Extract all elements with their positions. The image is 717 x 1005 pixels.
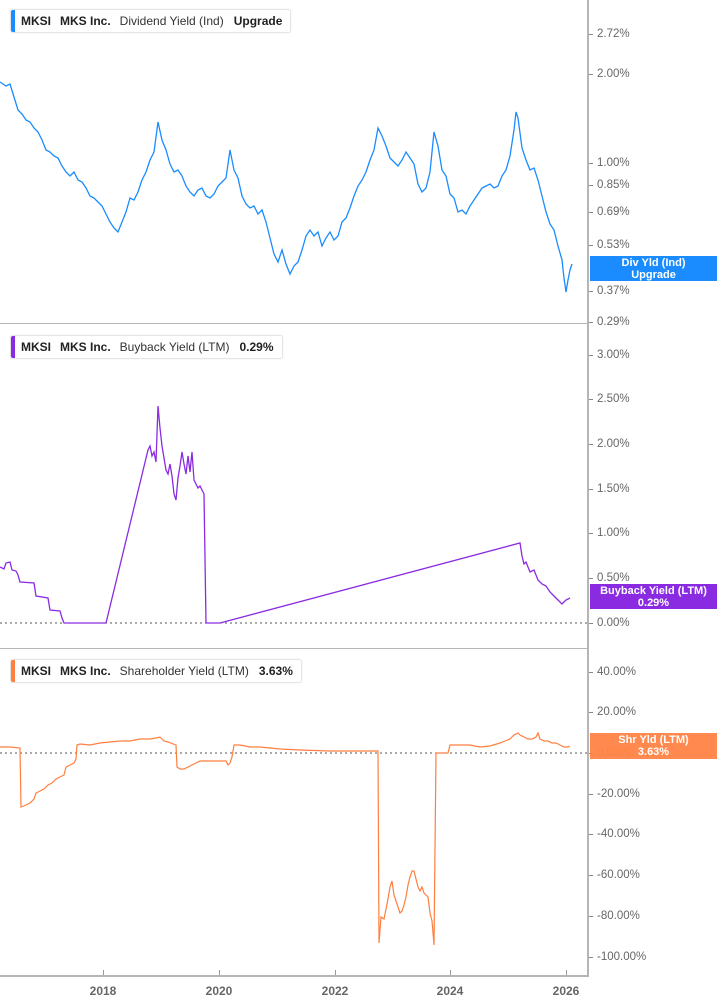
xtick-label: 2026: [552, 984, 580, 998]
legend-company: MKS Inc.: [60, 14, 111, 28]
ytick-label: -100.00%: [597, 951, 647, 963]
ytick-mark: [589, 957, 593, 958]
series-color-swatch: [11, 10, 15, 32]
series-color-swatch: [11, 336, 15, 358]
xtick-mark: [335, 970, 336, 975]
series-color-swatch: [11, 660, 15, 682]
ytick-label: -80.00%: [597, 910, 640, 922]
x-axis: [0, 975, 589, 977]
shareholder-yield-legend[interactable]: MKSI MKS Inc. Shareholder Yield (LTM) 3.…: [10, 659, 302, 683]
dividend-yield-line: [0, 81, 573, 293]
legend-ticker: MKSI: [21, 340, 51, 354]
ytick-label: 2.00%: [597, 68, 630, 80]
ytick-mark: [589, 623, 593, 624]
buyback-yield-current-tag: Buyback Yield (LTM) 0.29%: [590, 584, 717, 609]
buyback-yield-legend[interactable]: MKSI MKS Inc. Buyback Yield (LTM) 0.29%: [10, 335, 283, 359]
buyback-yield-plot-area[interactable]: [0, 324, 589, 649]
ytick-label: 0.37%: [597, 285, 630, 297]
ytick-mark: [589, 794, 593, 795]
ytick-mark: [589, 34, 593, 35]
ytick-label: 0.69%: [597, 206, 630, 218]
legend-ticker: MKSI: [21, 14, 51, 28]
xtick-mark: [450, 970, 451, 975]
ytick-mark: [589, 916, 593, 917]
ytick-label: 0.29%: [597, 316, 630, 328]
legend-value: 0.29%: [239, 340, 274, 354]
xtick-label: 2018: [89, 984, 117, 998]
ytick-mark: [589, 672, 593, 673]
ytick-mark: [589, 245, 593, 246]
xtick-mark: [219, 970, 220, 975]
ytick-label: 2.50%: [597, 393, 630, 405]
legend-metric: Dividend Yield (Ind): [119, 14, 224, 28]
panel-separator: [0, 323, 589, 324]
ytick-mark: [589, 578, 593, 579]
legend-company: MKS Inc.: [60, 340, 111, 354]
ytick-label: -60.00%: [597, 869, 640, 881]
tag-value: 0.29%: [637, 596, 670, 609]
ytick-mark: [589, 163, 593, 164]
ytick-label: 20.00%: [597, 706, 637, 718]
ytick-label: 0.50%: [597, 572, 630, 584]
ytick-label: 1.50%: [597, 483, 630, 495]
ytick-mark: [589, 533, 593, 534]
ytick-mark: [589, 291, 593, 292]
xtick-mark: [103, 970, 104, 975]
dividend-yield-current-tag: Div Yld (Ind) Upgrade: [590, 256, 717, 281]
legend-upgrade-link[interactable]: Upgrade: [233, 14, 283, 28]
buyback-yield-line: [0, 405, 589, 624]
ytick-label: 1.00%: [597, 527, 630, 539]
ytick-mark: [589, 399, 593, 400]
ytick-label: -20.00%: [597, 788, 640, 800]
xtick-label: 2020: [205, 984, 233, 998]
ytick-label: 0.85%: [597, 179, 630, 191]
panel-separator: [0, 648, 589, 649]
tag-label: Buyback Yield (LTM): [600, 584, 707, 597]
ytick-label: 2.72%: [597, 28, 630, 40]
ytick-mark: [589, 489, 593, 490]
tag-label: Div Yld (Ind): [621, 256, 686, 269]
dividend-yield-legend[interactable]: MKSI MKS Inc. Dividend Yield (Ind) Upgra…: [10, 9, 292, 33]
xtick-mark: [566, 970, 567, 975]
xtick-label: 2024: [436, 984, 464, 998]
ytick-mark: [589, 875, 593, 876]
ytick-label: 3.00%: [597, 349, 630, 361]
ytick-label: 2.00%: [597, 438, 630, 450]
ytick-mark: [589, 185, 593, 186]
ytick-mark: [589, 322, 593, 323]
ytick-mark: [589, 355, 593, 356]
legend-metric: Shareholder Yield (LTM): [119, 664, 249, 678]
legend-metric: Buyback Yield (LTM): [119, 340, 230, 354]
ytick-label: 1.00%: [597, 157, 630, 169]
ytick-label: 0.53%: [597, 239, 630, 251]
legend-company: MKS Inc.: [60, 664, 111, 678]
tag-value: 3.63%: [637, 746, 670, 758]
ytick-mark: [589, 74, 593, 75]
shareholder-yield-line: [0, 731, 589, 946]
legend-ticker: MKSI: [21, 664, 51, 678]
tag-value: Upgrade: [631, 268, 676, 281]
ytick-label: 40.00%: [597, 666, 637, 678]
ytick-label: 0.00%: [597, 617, 630, 629]
ytick-mark: [589, 444, 593, 445]
dividend-yield-plot-area[interactable]: [0, 0, 589, 324]
ytick-mark: [589, 212, 593, 213]
shareholder-yield-current-tag: Shr Yld (LTM) 3.63%: [590, 733, 717, 759]
ytick-mark: [589, 834, 593, 835]
ytick-label: -40.00%: [597, 828, 640, 840]
tag-label: Shr Yld (LTM): [618, 734, 689, 746]
ytick-mark: [589, 712, 593, 713]
xtick-label: 2022: [321, 984, 349, 998]
legend-value: 3.63%: [258, 664, 293, 678]
shareholder-yield-plot-area[interactable]: [0, 649, 589, 976]
